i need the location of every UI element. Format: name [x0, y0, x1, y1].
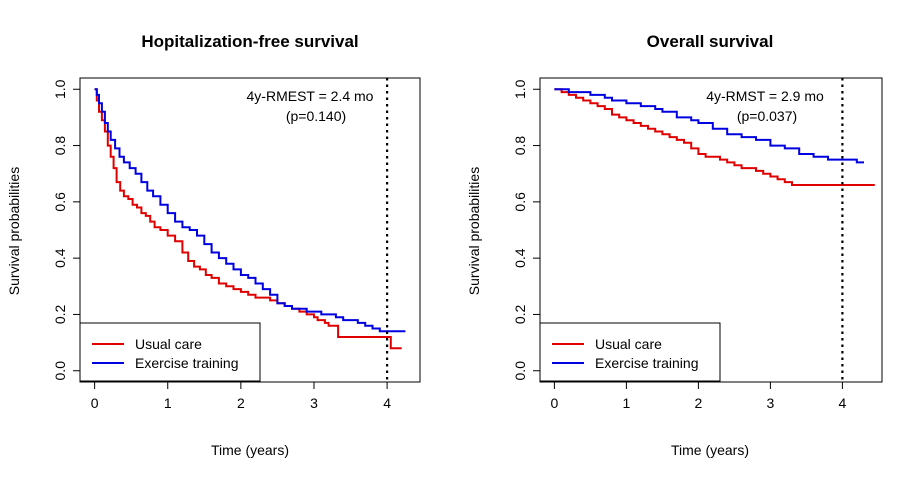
series-line-usual-care	[94, 88, 402, 350]
plot-frame	[79, 77, 421, 383]
y-tick-label: 0.2	[512, 305, 528, 325]
y-tick-label: 0.4	[512, 248, 528, 268]
rmst-annotation-line-1: 4y-RMST = 2.9 mo	[706, 88, 824, 104]
panel-hospitalization-free-survival: Hopitalization-free survival Time (years…	[6, 32, 421, 458]
legend-label-usual-care: Usual care	[135, 336, 202, 352]
y-tick-label: 1.0	[52, 79, 68, 99]
x-tick-label: 1	[164, 395, 172, 411]
x-tick-label: 2	[695, 395, 703, 411]
panel-overall-survival: Overall survival Time (years) Survival p…	[466, 32, 883, 458]
x-tick-label: 4	[383, 395, 391, 411]
series-line-exercise-training	[94, 88, 406, 333]
x-tick-label: 3	[767, 395, 775, 411]
plot-frame	[539, 77, 883, 383]
y-tick-label: 0.2	[52, 305, 68, 325]
y-tick-label: 0.8	[512, 136, 528, 156]
y-tick-label: 0.4	[52, 248, 68, 268]
x-tick-label: 2	[237, 395, 245, 411]
x-tick-label: 3	[310, 395, 318, 411]
y-axis-label: Survival probabilities	[6, 167, 22, 295]
y-tick-label: 0.0	[52, 361, 68, 381]
legend-label-exercise-training: Exercise training	[135, 355, 239, 371]
y-tick-label: 1.0	[512, 79, 528, 99]
series-line-exercise-training	[554, 88, 864, 164]
y-tick-label: 0.6	[52, 192, 68, 212]
legend-box	[79, 322, 261, 382]
legend-label-exercise-training: Exercise training	[595, 355, 699, 371]
p-value-annotation: (p=0.140)	[286, 108, 346, 124]
y-tick-label: 0.6	[512, 192, 528, 212]
legend: Usual care Exercise training	[79, 322, 261, 382]
p-value-annotation: (p=0.037)	[737, 108, 797, 124]
legend: Usual care Exercise training	[539, 322, 721, 382]
chart-title: Hopitalization-free survival	[141, 32, 358, 51]
legend-label-usual-care: Usual care	[595, 336, 662, 352]
series-line-usual-care	[554, 88, 875, 186]
x-tick-label: 0	[551, 395, 559, 411]
x-tick-label: 4	[839, 395, 847, 411]
y-tick-label: 0.0	[512, 361, 528, 381]
rmst-annotation-line-1: 4y-RMEST = 2.4 mo	[247, 88, 374, 104]
plot-area: 0 1 2 3 4 0.0 0.2 0.4 0.6 0.8 1.0	[52, 77, 421, 411]
plot-area: 0 1 2 3 4 0.0 0.2 0.4 0.6 0.8 1.0	[512, 77, 883, 411]
y-tick-label: 0.8	[52, 136, 68, 156]
x-tick-label: 1	[623, 395, 631, 411]
x-axis-label: Time (years)	[211, 442, 289, 458]
y-axis-label: Survival probabilities	[466, 167, 482, 295]
chart-title: Overall survival	[647, 32, 774, 51]
x-tick-label: 0	[91, 395, 99, 411]
x-axis-label: Time (years)	[671, 442, 749, 458]
legend-box	[539, 322, 721, 382]
